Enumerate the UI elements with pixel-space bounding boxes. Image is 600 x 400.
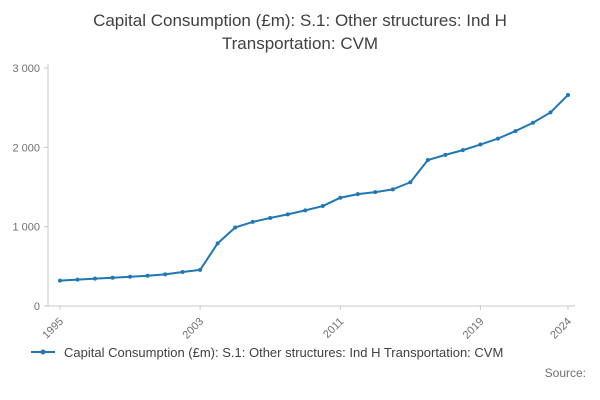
data-point xyxy=(513,128,518,133)
data-point xyxy=(425,157,430,162)
line-chart: 0 1 000 2 000 3 000 1995 2003 2011 2019 2024 xyxy=(12,63,575,342)
data-point xyxy=(460,147,465,152)
page-title-line2: Transportation: CVM xyxy=(221,33,379,53)
x-tick-label: 2024 xyxy=(548,316,574,342)
data-point xyxy=(373,190,378,195)
data-point xyxy=(390,187,395,192)
legend: Capital Consumption (£m): S.1: Other str… xyxy=(0,345,600,360)
y-tick-label: 0 xyxy=(34,301,40,313)
x-tick-label: 2019 xyxy=(461,316,487,342)
data-point xyxy=(495,136,500,141)
data-point xyxy=(250,219,255,224)
data-point xyxy=(548,110,553,115)
data-point xyxy=(355,192,360,197)
x-tick-label: 2011 xyxy=(321,316,346,341)
data-point xyxy=(408,180,413,185)
y-tick-label: 1 000 xyxy=(12,222,40,234)
data-point xyxy=(233,225,238,230)
data-point xyxy=(110,275,115,280)
data-point xyxy=(180,269,185,274)
legend-label: Capital Consumption (£m): S.1: Other str… xyxy=(64,344,504,360)
data-point xyxy=(338,195,343,200)
x-tick-label: 2003 xyxy=(180,316,206,342)
data-point xyxy=(145,273,150,278)
page-title: Capital Consumption (£m): S.1: Other str… xyxy=(50,10,550,56)
data-point xyxy=(215,241,220,246)
data-point xyxy=(268,215,273,220)
data-point xyxy=(75,277,80,282)
data-point xyxy=(128,274,133,279)
data-point xyxy=(58,278,62,283)
page-title-line1: Capital Consumption (£m): S.1: Other str… xyxy=(93,11,507,30)
data-point xyxy=(320,203,325,208)
y-tick-label: 3 000 xyxy=(12,63,40,75)
data-line xyxy=(59,93,569,282)
data-point xyxy=(303,208,308,213)
legend-line-marker-icon xyxy=(31,349,55,355)
data-point xyxy=(566,92,570,97)
source-label: Source: xyxy=(544,365,586,380)
data-point xyxy=(163,272,168,277)
data-point xyxy=(443,152,448,157)
data-point xyxy=(285,212,290,217)
y-tick-label: 2 000 xyxy=(12,142,40,154)
data-point xyxy=(198,267,203,272)
data-point xyxy=(478,142,483,147)
data-point xyxy=(530,120,535,125)
x-tick-label: 1995 xyxy=(40,316,66,342)
data-point xyxy=(93,276,98,281)
